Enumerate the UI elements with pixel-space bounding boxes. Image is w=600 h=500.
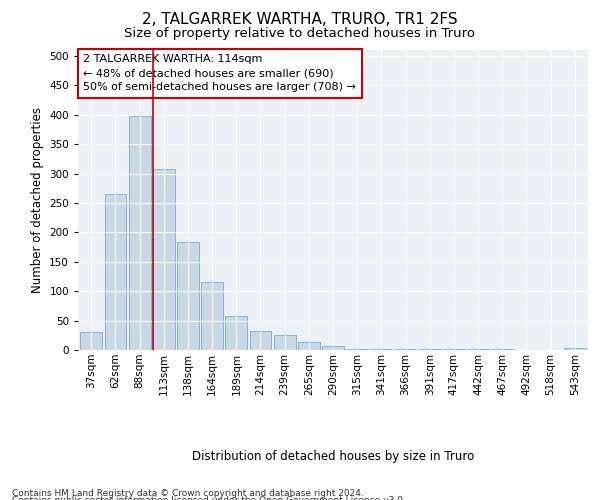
X-axis label: Distribution of detached houses by size in Truro: Distribution of detached houses by size … [192,450,474,464]
Text: Contains public sector information licensed under the Open Government Licence v3: Contains public sector information licen… [12,496,406,500]
Text: Contains HM Land Registry data © Crown copyright and database right 2024.: Contains HM Land Registry data © Crown c… [12,489,364,498]
Bar [104,194,127,350]
Bar [274,336,296,350]
Bar [298,342,320,350]
Text: 2, TALGARREK WARTHA, TRURO, TR1 2FS: 2, TALGARREK WARTHA, TRURO, TR1 2FS [142,12,458,28]
Bar [322,346,344,350]
Bar [564,348,586,350]
Bar [250,331,271,350]
Bar [177,242,199,350]
Text: Size of property relative to detached houses in Truro: Size of property relative to detached ho… [125,28,476,40]
Bar [346,349,368,350]
Bar [129,116,151,350]
Y-axis label: Number of detached properties: Number of detached properties [31,107,44,293]
Bar [153,170,175,350]
Bar [80,332,102,350]
Text: 2 TALGARREK WARTHA: 114sqm
← 48% of detached houses are smaller (690)
50% of sem: 2 TALGARREK WARTHA: 114sqm ← 48% of deta… [83,54,356,92]
Bar [226,316,247,350]
Bar [201,282,223,350]
